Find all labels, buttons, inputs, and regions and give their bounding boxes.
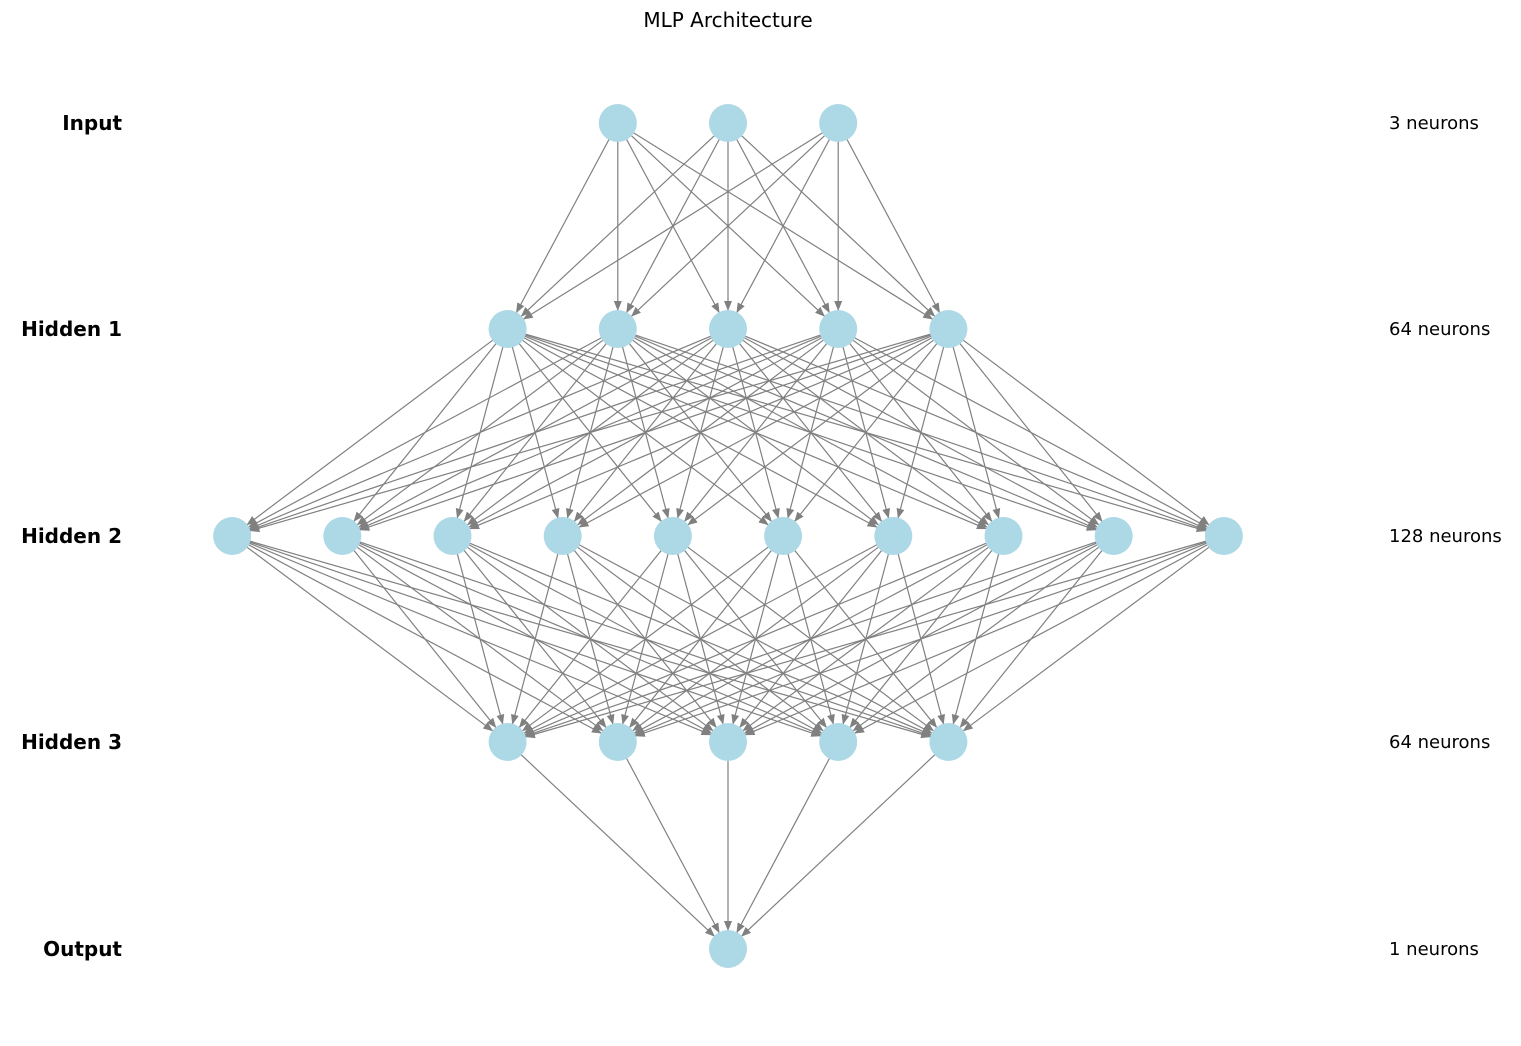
layer-label-output: Output	[43, 937, 122, 961]
edge-l0-n0-to-l1-n0	[515, 138, 610, 314]
neuron-node-layer-2-9	[1204, 517, 1243, 555]
edge-l1-n2-to-l2-n0	[248, 335, 712, 530]
neuron-count-hidden-3: 64 neurons	[1389, 732, 1490, 753]
edge-l2-n8-to-l3-n0	[524, 541, 1097, 737]
edge-l3-n4-to-l4-n0	[740, 753, 936, 938]
edge-l1-n4-to-l2-n6	[896, 346, 945, 519]
edge-l1-n4-to-l2-n1	[359, 334, 932, 531]
neuron-node-layer-1-3	[819, 310, 858, 348]
neuron-node-layer-0-1	[709, 104, 747, 142]
neuron-count-hidden-1: 64 neurons	[1389, 319, 1490, 340]
diagram-title: MLP Architecture	[643, 8, 812, 32]
neuron-node-layer-3-1	[598, 723, 637, 761]
neuron-node-layer-3-4	[929, 723, 968, 761]
edge-l1-n4-to-l2-n4	[686, 339, 935, 526]
edge-l3-n1-to-l4-n0	[625, 757, 721, 934]
layer-label-input: Input	[62, 111, 122, 135]
neuron-node-layer-2-4	[653, 517, 692, 555]
neuron-node-layer-2-5	[764, 517, 803, 555]
layer-label-hidden-2: Hidden 2	[21, 524, 122, 548]
edge-l2-n0-to-l3-n0	[246, 546, 494, 732]
edge-l2-n9-to-l3-n4	[962, 546, 1210, 732]
edge-l1-n4-to-l2-n0	[249, 333, 932, 533]
edge-l2-n9-to-l3-n2	[744, 542, 1208, 736]
neuron-node-layer-3-0	[488, 723, 527, 761]
edge-l2-n7-to-l3-n0	[523, 542, 988, 736]
edge-l1-n1-to-l2-n0	[247, 336, 603, 529]
edge-l1-n4-to-l2-n7	[952, 346, 1001, 519]
edge-l3-n0-to-l4-n0	[520, 753, 716, 938]
edge-l0-n2-to-l1-n4	[846, 138, 941, 314]
edge-l1-n4-to-l2-n5	[793, 342, 938, 523]
connection-edges	[246, 131, 1210, 938]
edge-l0-n2-to-l1-n2	[735, 138, 831, 314]
edge-l2-n3-to-l3-n0	[511, 553, 559, 725]
neuron-node-layer-1-0	[488, 310, 527, 348]
edge-l0-n1-to-l1-n0	[520, 134, 716, 318]
layer-label-hidden-3: Hidden 3	[21, 730, 122, 754]
edge-l1-n4-to-l2-n3	[578, 336, 933, 529]
edge-l2-n1-to-l3-n0	[353, 549, 497, 729]
neuron-node-layer-1-4	[929, 310, 968, 348]
edge-l1-n0-to-l2-n0	[246, 339, 494, 526]
edge-l2-n5-to-l3-n0	[521, 546, 770, 732]
neuron-node-layer-4-0	[709, 930, 747, 968]
edge-l1-n4-to-l2-n8	[959, 342, 1103, 523]
neuron-node-layer-0-0	[598, 104, 637, 142]
edge-l2-n2-to-l3-n0	[456, 553, 505, 725]
edge-l1-n4-to-l2-n9	[962, 339, 1210, 526]
edge-l3-n3-to-l4-n0	[735, 757, 831, 934]
edge-l1-n4-to-l2-n2	[468, 335, 933, 530]
edge-l1-n3-to-l2-n0	[248, 334, 822, 531]
edge-l2-n9-to-l3-n0	[524, 540, 1207, 739]
edge-l0-n2-to-l1-n1	[630, 134, 826, 318]
neuron-node-layer-2-2	[433, 517, 472, 555]
neuron-node-layer-2-7	[984, 517, 1023, 555]
neuron-count-output: 1 neurons	[1389, 939, 1479, 960]
neuron-count-input: 3 neurons	[1389, 113, 1479, 134]
neuron-nodes	[213, 104, 1243, 968]
edge-l2-n9-to-l3-n3	[853, 543, 1209, 735]
neuron-node-layer-2-8	[1094, 517, 1133, 555]
neuron-node-layer-1-2	[709, 310, 747, 348]
neuron-node-layer-3-2	[709, 723, 747, 761]
neuron-node-layer-2-1	[323, 517, 362, 555]
layer-label-hidden-1: Hidden 1	[21, 317, 122, 341]
edge-l2-n4-to-l3-n0	[518, 549, 663, 729]
neuron-node-layer-2-6	[874, 517, 913, 555]
neuron-node-layer-2-3	[543, 517, 582, 555]
edge-l2-n9-to-l3-n1	[634, 541, 1208, 737]
neuron-node-layer-1-1	[598, 310, 637, 348]
neuron-node-layer-2-0	[213, 517, 252, 555]
neuron-count-hidden-2: 128 neurons	[1389, 526, 1502, 547]
neuron-node-layer-3-3	[819, 723, 858, 761]
edge-l0-n2-to-l1-n0	[522, 131, 824, 321]
edge-l2-n6-to-l3-n0	[523, 543, 878, 735]
neuron-node-layer-0-2	[819, 104, 858, 142]
